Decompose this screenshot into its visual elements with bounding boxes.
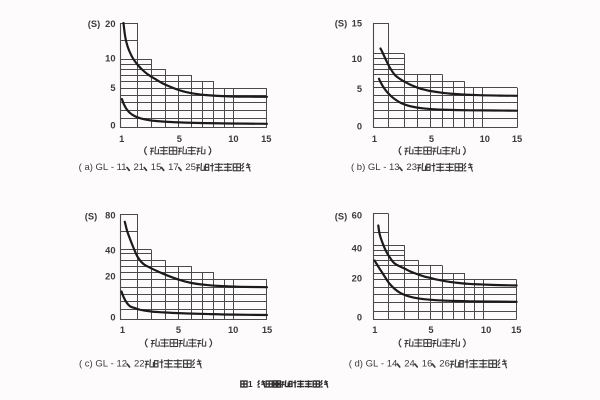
- svg-text:23: 23: [406, 162, 417, 173]
- svg-text:0: 0: [357, 121, 362, 131]
- svg-text:15: 15: [261, 134, 271, 144]
- svg-text:40: 40: [105, 245, 115, 255]
- svg-text:5: 5: [176, 325, 181, 335]
- svg-text:1: 1: [248, 379, 258, 389]
- svg-text:5: 5: [357, 84, 362, 94]
- svg-text:16: 16: [422, 358, 433, 369]
- svg-text:10: 10: [228, 325, 238, 335]
- svg-text:0: 0: [110, 120, 115, 130]
- svg-text:(S): (S): [335, 19, 347, 29]
- svg-text:22: 22: [134, 358, 145, 369]
- svg-text:1: 1: [120, 325, 125, 335]
- svg-text:( d) GL - 14: ( d) GL - 14: [349, 358, 398, 369]
- svg-text:( a) GL - 11: ( a) GL - 11: [79, 162, 127, 173]
- svg-text:15: 15: [511, 325, 521, 335]
- svg-text:15: 15: [151, 162, 162, 173]
- svg-text:20: 20: [352, 274, 362, 284]
- svg-text:26: 26: [439, 358, 450, 369]
- svg-text:( b) GL - 13: ( b) GL - 13: [351, 162, 400, 173]
- svg-text:1: 1: [372, 325, 377, 335]
- svg-text:10: 10: [352, 54, 362, 64]
- svg-text:60: 60: [352, 211, 362, 221]
- svg-text:1: 1: [372, 134, 377, 144]
- svg-text:5: 5: [177, 134, 182, 144]
- svg-text:10: 10: [105, 54, 115, 64]
- svg-text:10: 10: [481, 325, 491, 335]
- svg-text:0: 0: [110, 313, 115, 323]
- svg-text:21: 21: [134, 162, 145, 173]
- svg-text:40: 40: [352, 244, 362, 254]
- svg-text:15: 15: [352, 19, 362, 29]
- svg-text:(S): (S): [335, 212, 347, 222]
- svg-text:( c) GL - 12: ( c) GL - 12: [79, 358, 127, 369]
- svg-text:10: 10: [480, 134, 490, 144]
- svg-text:5: 5: [429, 134, 434, 144]
- svg-text:15: 15: [512, 134, 522, 144]
- svg-text:1: 1: [119, 134, 124, 144]
- svg-text:25: 25: [185, 162, 196, 173]
- svg-text:20: 20: [105, 272, 115, 282]
- svg-text:15: 15: [262, 325, 272, 335]
- svg-text:17: 17: [168, 162, 179, 173]
- svg-text:5: 5: [428, 325, 433, 335]
- svg-text:80: 80: [105, 211, 115, 221]
- svg-text:0: 0: [357, 312, 362, 322]
- svg-text:24: 24: [404, 358, 415, 369]
- svg-text:10: 10: [228, 134, 238, 144]
- svg-text:(S): (S): [88, 19, 100, 29]
- svg-text:20: 20: [105, 19, 115, 29]
- svg-text:5: 5: [110, 83, 115, 93]
- svg-text:(S): (S): [85, 212, 97, 222]
